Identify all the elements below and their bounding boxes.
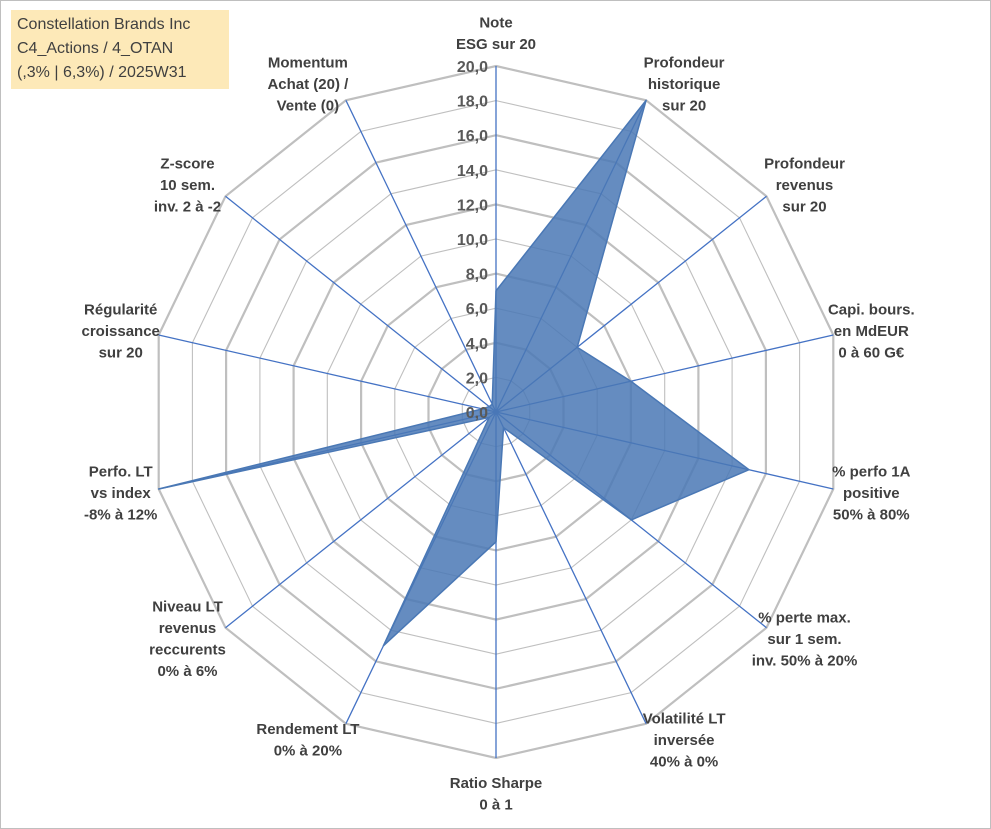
axis-label-9-line-1: revenus	[159, 620, 217, 637]
axis-label-10-line-0: Perfo. LT	[89, 464, 153, 481]
axis-label-5-line-0: % perte max.	[758, 610, 851, 627]
axis-label-3-line-1: en MdEUR	[834, 323, 909, 340]
axis-label-1-line-2: sur 20	[662, 98, 706, 115]
axis-label-5: % perte max. sur 1 sem. inv. 50% à 20%	[752, 610, 858, 670]
tick-label-2: 2,0	[466, 370, 488, 387]
axis-label-1: Profondeur historique sur 20	[644, 55, 725, 115]
spoke-9	[225, 411, 497, 629]
axis-label-7-line-0: Ratio Sharpe	[450, 775, 543, 792]
spoke-11	[158, 334, 497, 413]
axis-label-11: Régularité croissance sur 20	[82, 302, 160, 362]
axis-label-8: Rendement LT 0% à 20%	[256, 721, 359, 760]
axis-label-13-line-2: Vente (0)	[277, 98, 340, 115]
axis-label-8-line-1: 0% à 20%	[274, 743, 342, 760]
axis-label-13-line-1: Achat (20) /	[267, 76, 349, 93]
axis-label-12-line-1: 10 sem.	[160, 177, 215, 194]
axis-label-4-line-1: positive	[843, 485, 900, 502]
axis-label-7: Ratio Sharpe 0 à 1	[450, 775, 543, 814]
axis-label-13-line-0: Momentum	[268, 55, 348, 72]
portfolio-path: C4_Actions / 4_OTAN	[17, 40, 174, 57]
axis-label-4-line-2: 50% à 80%	[833, 507, 910, 524]
axis-label-3-line-2: 0 à 60 G€	[838, 345, 905, 362]
axis-label-1-line-1: historique	[648, 76, 721, 93]
axis-label-2-line-1: revenus	[776, 177, 834, 194]
series-area	[157, 99, 750, 647]
series-layer	[157, 99, 750, 647]
axis-label-8-line-0: Rendement LT	[256, 721, 359, 738]
axis-label-6: Volatilité LT inversée 40% à 0%	[643, 711, 726, 771]
axis-label-0-line-0: Note	[479, 15, 512, 32]
spoke-12	[225, 195, 497, 413]
axis-label-1-line-0: Profondeur	[644, 55, 725, 72]
axis-label-5-line-1: sur 1 sem.	[767, 631, 841, 648]
company-name: Constellation Brands Inc	[17, 16, 191, 33]
tick-label-8: 8,0	[466, 267, 488, 284]
tick-label-16: 16,0	[457, 128, 488, 145]
axis-label-13: Momentum Achat (20) / Vente (0)	[267, 55, 349, 115]
axis-label-2-line-2: sur 20	[782, 199, 826, 216]
axis-label-layer: Note ESG sur 20 Profondeur historique sur 20…	[82, 15, 915, 814]
axis-label-11-line-1: croissance	[82, 323, 160, 340]
period-label: (,3% | 6,3%) / 2025W31	[17, 64, 187, 81]
axis-label-12: Z-score 10 sem. inv. 2 à -2	[154, 156, 221, 216]
spoke-6	[495, 411, 647, 724]
axis-label-11-line-0: Régularité	[84, 302, 157, 319]
axis-label-7-line-1: 0 à 1	[479, 796, 512, 813]
axis-label-10: Perfo. LT vs index -8% à 12%	[84, 464, 157, 524]
axis-label-10-line-2: -8% à 12%	[84, 507, 157, 524]
spoke-13	[345, 100, 497, 413]
tick-label-0: 0,0	[466, 405, 488, 422]
chart-info-box: Constellation Brands Inc C4_Actions / 4_…	[11, 10, 229, 89]
tick-label-12: 12,0	[457, 197, 488, 214]
tick-label-20: 20,0	[457, 59, 488, 76]
axis-label-6-line-2: 40% à 0%	[650, 754, 718, 771]
axis-label-9-line-0: Niveau LT	[152, 599, 223, 616]
axis-label-2: Profondeur revenus sur 20	[764, 156, 845, 216]
axis-label-5-line-2: inv. 50% à 20%	[752, 653, 858, 670]
axis-label-4: % perfo 1A positive 50% à 80%	[832, 464, 911, 524]
tick-layer: 0,0 2,0 4,0 6,0 8,0 10,0 12,0 14,0 16,0 18,0 20,0	[457, 59, 488, 422]
axis-label-9: Niveau LT revenus reccurents 0% à 6%	[149, 599, 226, 681]
tick-label-10: 10,0	[457, 232, 488, 249]
axis-label-10-line-1: vs index	[91, 485, 152, 502]
axis-label-9-line-3: 0% à 6%	[157, 663, 217, 680]
axis-label-0: Note ESG sur 20	[456, 15, 536, 54]
axis-label-12-line-2: inv. 2 à -2	[154, 199, 221, 216]
axis-label-12-line-0: Z-score	[160, 156, 214, 173]
tick-label-6: 6,0	[466, 301, 488, 318]
axis-label-9-line-2: reccurents	[149, 642, 226, 659]
axis-label-2-line-0: Profondeur	[764, 156, 845, 173]
axis-label-6-line-1: inversée	[654, 732, 715, 749]
tick-label-4: 4,0	[466, 336, 488, 353]
axis-label-11-line-2: sur 20	[99, 345, 143, 362]
tick-label-14: 14,0	[457, 163, 488, 180]
axis-label-6-line-0: Volatilité LT	[643, 711, 726, 728]
axis-label-3: Capi. bours. en MdEUR 0 à 60 G€	[828, 302, 915, 362]
axis-label-3-line-0: Capi. bours.	[828, 302, 915, 319]
axis-label-0-line-1: ESG sur 20	[456, 36, 536, 53]
tick-label-18: 18,0	[457, 94, 488, 111]
axis-label-4-line-0: % perfo 1A	[832, 464, 911, 481]
